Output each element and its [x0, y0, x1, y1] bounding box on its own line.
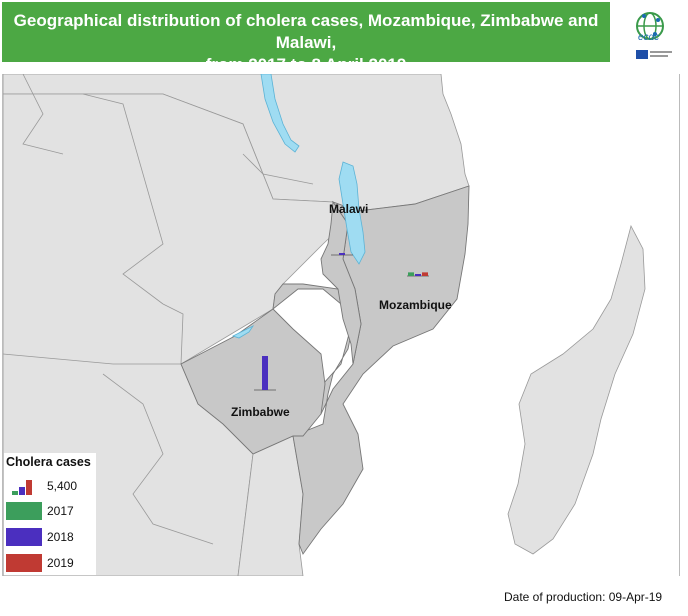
- legend-swatch-2018: [6, 528, 42, 546]
- ecdc-globe-logo-icon: [636, 12, 672, 59]
- zimbabwe-shape: [180, 308, 326, 455]
- legend-swatch-2017: [6, 502, 42, 520]
- bar-mozambique-2017: [408, 272, 414, 276]
- border-lines-5: [102, 373, 214, 545]
- title-banner: Geographical distribution of cholera cas…: [2, 2, 610, 74]
- production-date: Date of production: 09-Apr-19: [504, 590, 663, 604]
- bar-mozambique-2019: [422, 272, 428, 276]
- legend-label-2017: 2017: [47, 504, 74, 518]
- ecdc-logo-text: ecdc: [638, 32, 660, 43]
- legend-scale-bars-icon: [12, 480, 32, 495]
- legend-item-2019: 2019: [6, 554, 96, 574]
- bar-zimbabwe-2018: [262, 356, 268, 390]
- label-zimbabwe: Zimbabwe: [231, 405, 290, 419]
- title-line-1: Geographical distribution of cholera cas…: [13, 11, 599, 52]
- legend-item-2017: 2017: [6, 502, 96, 522]
- malawi-shape: [320, 200, 362, 365]
- bar-mozambique-2018: [415, 274, 421, 276]
- border-lines: [22, 74, 64, 155]
- border-lines-6: [242, 153, 314, 185]
- border-lines-2: [82, 93, 164, 305]
- map-area: Malawi Mozambique Zimbabwe: [2, 74, 680, 576]
- land-madagascar: [507, 224, 646, 555]
- legend-swatch-2019: [6, 554, 42, 572]
- legend-label-2019: 2019: [47, 556, 74, 570]
- border-lines-4: [3, 353, 181, 365]
- legend-scale-label: 5,400: [47, 479, 78, 493]
- legend-label-2018: 2018: [47, 530, 74, 544]
- title-line-2: from 2017 to 8 April 2019: [205, 55, 407, 74]
- label-mozambique: Mozambique: [379, 298, 452, 312]
- map-svg: [3, 74, 646, 576]
- label-malawi: Malawi: [329, 202, 369, 216]
- lake-malawi: [338, 161, 366, 265]
- legend-title: Cholera cases: [6, 455, 91, 469]
- border-lines-3: [162, 303, 184, 365]
- lake-kariba: [231, 324, 255, 339]
- legend-scale-row: 5,400: [6, 477, 96, 497]
- legend-item-2018: 2018: [6, 528, 96, 548]
- bar-malawi-2018: [339, 253, 345, 255]
- legend: Cholera cases 5,400 2017 2018 2019: [4, 453, 96, 575]
- lake-tanganyika: [260, 74, 300, 153]
- map-bar-charts: [254, 253, 429, 391]
